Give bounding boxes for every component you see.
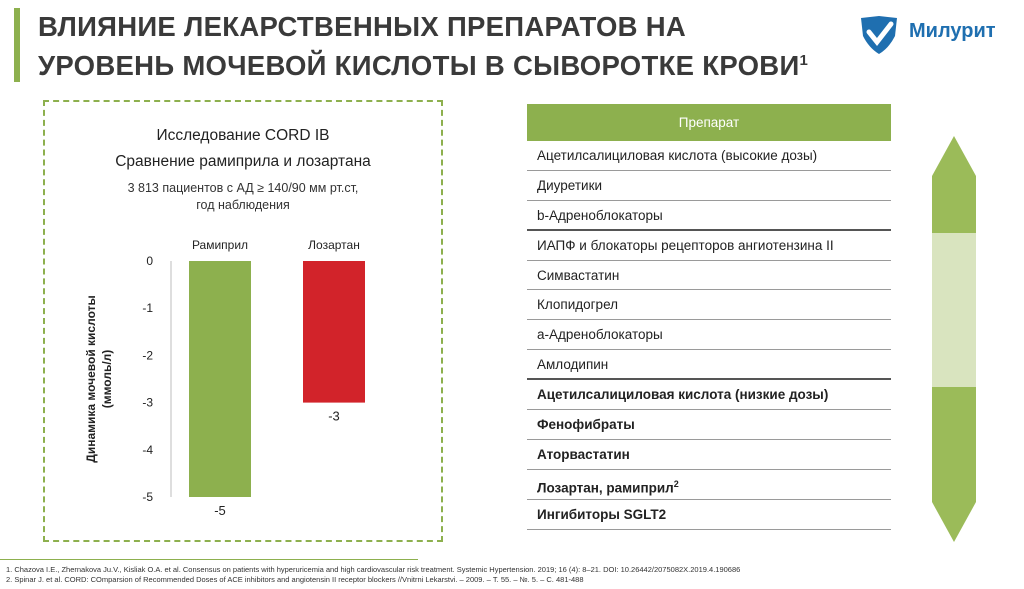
- y-tick-label: -1: [142, 301, 153, 315]
- table-row-label: Диуретики: [537, 177, 603, 193]
- footnote-2: 2. Spinar J. et al. CORD: COmparsion of …: [6, 575, 584, 584]
- table-row-label: Лозартан, рамиприл: [537, 480, 674, 496]
- y-tick-label: -2: [142, 348, 153, 362]
- table-row-label: Фенофибраты: [537, 417, 635, 433]
- table-row-label: Клопидогрел: [537, 297, 619, 313]
- table-row: Фенофибраты: [527, 410, 891, 440]
- table-row-label: b-Адреноблокаторы: [537, 207, 663, 223]
- table-row-label: Аторвастатин: [537, 446, 630, 462]
- page-title: ВЛИЯНИЕ ЛЕКАРСТВЕННЫХ ПРЕПАРАТОВ НА УРОВ…: [38, 10, 858, 83]
- chart-note-line-1: 3 813 пациентов с АД ≥ 140/90 мм рт.ст,: [127, 181, 359, 195]
- chart-note-line-2: год наблюдения: [196, 198, 290, 212]
- scale-middle-segment: [932, 233, 976, 387]
- table-row-label: Амлодипин: [537, 357, 609, 373]
- table-row-footnote-mark: 2: [673, 478, 679, 489]
- table-row: Клопидогрел: [527, 290, 891, 321]
- drug-table: Препарат Ацетилсалициловая кислота (высо…: [527, 104, 891, 530]
- table-row: а-Адреноблокаторы: [527, 320, 891, 351]
- title-accent-bar: [14, 8, 20, 82]
- table-row-label: ИАПФ и блокаторы рецепторов ангиотензина…: [537, 237, 834, 253]
- category-label: Рамиприл: [192, 238, 248, 252]
- bar-1: [189, 261, 251, 497]
- table-row-label: Ацетилсалициловая кислота (высокие дозы): [537, 148, 818, 163]
- y-tick-label: -3: [142, 396, 153, 410]
- data-label: -5: [214, 503, 226, 518]
- y-axis-label-line-2: (ммоль/л): [100, 350, 114, 409]
- effect-scale-arrow: [932, 136, 976, 542]
- table-row-label: а-Адреноблокаторы: [537, 327, 663, 343]
- table-row: Лозартан, рамиприл2: [527, 470, 891, 500]
- table-row-label: Ацетилсалициловая кислота (низкие дозы): [537, 387, 829, 403]
- y-tick-label: -4: [142, 443, 153, 457]
- table-row-label: Симвастатин: [537, 267, 620, 283]
- table-row: ИАПФ и блокаторы рецепторов ангиотензина…: [527, 231, 891, 261]
- table-row: Ингибиторы SGLT2: [527, 500, 891, 530]
- y-axis-label: Динамика мочевой кислоты (ммоль/л): [84, 295, 114, 462]
- footnotes: 1. Chazova I.E., Zhernakova Ju.V., Kisli…: [6, 565, 740, 585]
- footnote-1: 1. Chazova I.E., Zhernakova Ju.V., Kisli…: [6, 565, 741, 574]
- title-line-1: ВЛИЯНИЕ ЛЕКАРСТВЕННЫХ ПРЕПАРАТОВ НА: [38, 11, 687, 42]
- table-header: Препарат: [527, 104, 891, 141]
- table-row: b-Адреноблокаторы: [527, 201, 891, 231]
- chart-title: Исследование CORD IB: [156, 127, 330, 144]
- scale-bottom-segment: [932, 387, 976, 542]
- title-line-2: УРОВЕНЬ МОЧЕВОЙ КИСЛОТЫ В СЫВОРОТКЕ КРОВ…: [38, 50, 800, 82]
- y-axis-label-line-1: Динамика мочевой кислоты: [84, 295, 98, 462]
- title-footnote-mark: 1: [799, 52, 809, 69]
- table-row: Амлодипин: [527, 350, 891, 381]
- logo-text: Милурит: [909, 20, 996, 42]
- table-row: Симвастатин: [527, 261, 891, 291]
- category-label: Лозартан: [308, 238, 360, 252]
- footnote-divider: [0, 559, 418, 560]
- y-tick-label: -5: [142, 490, 153, 504]
- data-label: -3: [328, 409, 340, 424]
- table-row-label: Ингибиторы SGLT2: [537, 506, 667, 522]
- milurit-logo: [861, 16, 897, 54]
- table-row: Аторвастатин: [527, 440, 891, 470]
- chart-panel: [43, 100, 443, 542]
- y-tick-label: 0: [146, 254, 153, 268]
- table-body: Ацетилсалициловая кислота (высокие дозы)…: [527, 141, 891, 530]
- chart-subtitle: Сравнение рамиприла и лозартана: [115, 153, 371, 170]
- table-row: Диуретики: [527, 171, 891, 201]
- bar-2: [303, 261, 365, 403]
- table-row: Ацетилсалициловая кислота (низкие дозы): [527, 380, 891, 411]
- table-row: Ацетилсалициловая кислота (высокие дозы): [527, 141, 891, 171]
- uric-acid-bar-chart: 0 -1 -2 -3 -4 -5 Динамика мочевой кислоты (ммол…: [84, 238, 365, 518]
- scale-top-segment: [932, 136, 976, 233]
